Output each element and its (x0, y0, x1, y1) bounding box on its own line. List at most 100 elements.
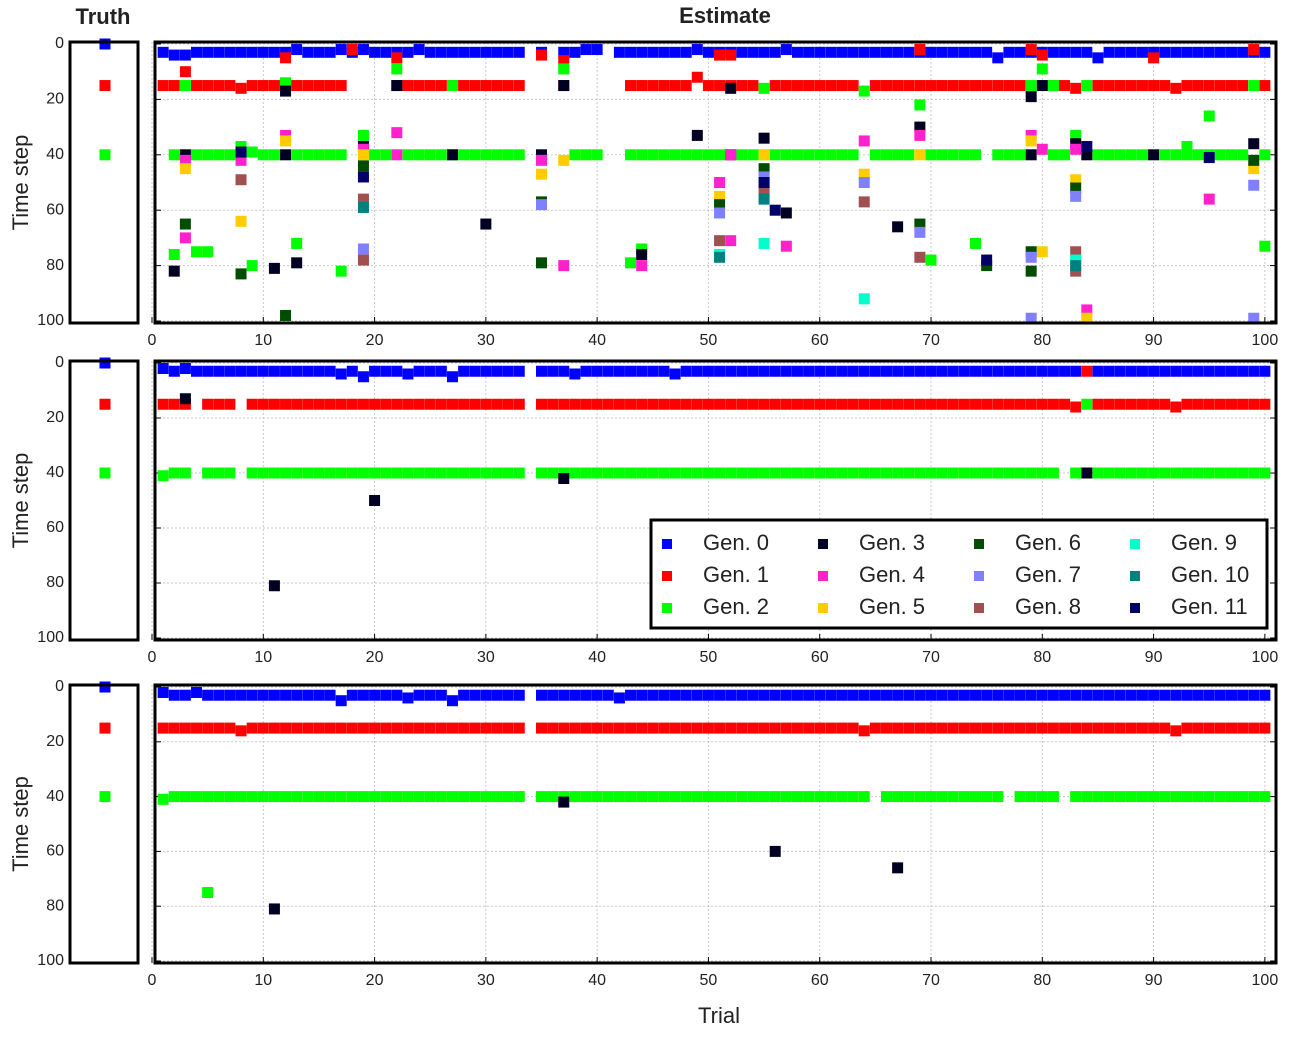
data-point (558, 260, 570, 272)
data-point (469, 149, 481, 161)
data-point (925, 149, 937, 161)
data-point (1114, 722, 1126, 734)
data-point (235, 689, 247, 701)
data-point (714, 199, 726, 211)
data-point (825, 722, 837, 734)
data-point (257, 398, 269, 410)
data-point (892, 46, 904, 58)
data-point (825, 398, 837, 410)
data-point (958, 722, 970, 734)
data-point (513, 365, 525, 377)
data-point (669, 467, 681, 479)
data-point (1014, 149, 1026, 161)
data-point (179, 80, 191, 92)
data-point (880, 149, 892, 161)
data-point (1237, 149, 1249, 161)
data-point (591, 791, 603, 803)
data-point (758, 46, 770, 58)
data-point (280, 149, 292, 161)
data-point (602, 722, 614, 734)
data-point (1214, 80, 1226, 92)
data-point (669, 149, 681, 161)
data-point (380, 791, 392, 803)
data-point (391, 46, 403, 58)
data-point (1237, 365, 1249, 377)
data-point (191, 686, 203, 698)
data-point (357, 467, 369, 479)
data-point (558, 46, 570, 58)
data-point (880, 791, 892, 803)
data-point (1181, 722, 1193, 734)
data-point (1136, 689, 1148, 701)
data-point (947, 365, 959, 377)
data-point (858, 168, 870, 180)
x-tick-label: 90 (1145, 332, 1163, 349)
data-point (179, 363, 191, 374)
data-point (1025, 312, 1037, 324)
data-point (702, 46, 714, 58)
data-point (981, 722, 993, 734)
data-point (691, 398, 703, 410)
data-point (502, 80, 514, 92)
data-point (636, 260, 648, 272)
data-point (569, 368, 581, 380)
data-point (847, 398, 859, 410)
data-point (780, 689, 792, 701)
data-point (1092, 365, 1104, 377)
data-point (446, 722, 458, 734)
data-point (869, 467, 881, 479)
data-point (291, 80, 303, 92)
data-point (435, 791, 447, 803)
data-point (458, 46, 470, 58)
data-point (669, 398, 681, 410)
data-point (1203, 365, 1215, 377)
data-point (702, 689, 714, 701)
data-point (1125, 722, 1137, 734)
data-point (469, 722, 481, 734)
legend-label: Gen. 5 (859, 594, 925, 619)
data-point (958, 365, 970, 377)
data-point (669, 368, 681, 380)
legend-marker (974, 603, 984, 613)
data-point (947, 80, 959, 92)
data-point (424, 46, 436, 58)
plot-frame (153, 683, 1278, 965)
data-point (936, 149, 948, 161)
data-point (580, 467, 592, 479)
data-point (1159, 398, 1171, 410)
data-point (803, 467, 815, 479)
data-point (736, 722, 748, 734)
data-point (280, 129, 292, 141)
data-point (1136, 365, 1148, 377)
x-tick-label: 70 (922, 972, 940, 989)
data-point (725, 235, 737, 247)
data-point (268, 689, 280, 701)
data-point (758, 82, 770, 94)
data-point (558, 398, 570, 410)
data-point (714, 791, 726, 803)
data-point (424, 365, 436, 377)
data-point (179, 689, 191, 701)
data-point (480, 80, 492, 92)
data-point (892, 80, 904, 92)
data-point (936, 791, 948, 803)
data-point (1237, 467, 1249, 479)
y-tick-label: 20 (46, 733, 64, 750)
data-point (1081, 304, 1093, 316)
data-point (1070, 365, 1082, 377)
data-point (658, 722, 670, 734)
data-point (892, 722, 904, 734)
data-point (168, 49, 180, 61)
x-tick-label: 50 (700, 649, 718, 666)
data-point (736, 80, 748, 92)
data-point (391, 689, 403, 701)
data-point (1148, 46, 1160, 58)
data-point (1248, 722, 1260, 734)
data-point (658, 365, 670, 377)
data-point (458, 80, 470, 92)
data-point (947, 791, 959, 803)
data-point (280, 689, 292, 701)
data-point (803, 398, 815, 410)
chart-title: Estimate (679, 3, 771, 28)
data-point (191, 791, 203, 803)
